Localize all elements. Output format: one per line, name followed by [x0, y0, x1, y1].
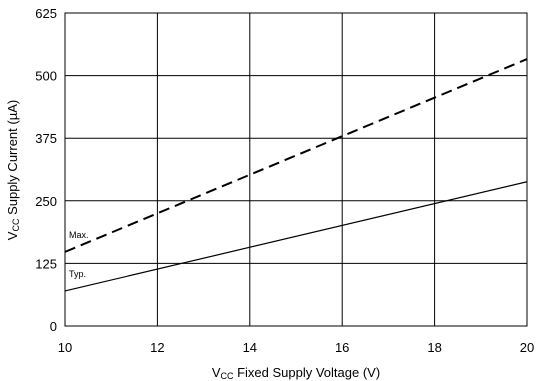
x-tick-label: 18	[427, 340, 441, 355]
x-tick-label: 10	[58, 340, 72, 355]
series-annotations: Max. Typ.	[69, 230, 89, 279]
series-annotation: Max.	[69, 230, 89, 240]
series-lines	[64, 58, 528, 292]
y-tick-label: 500	[35, 69, 57, 84]
series-annotation: Typ.	[69, 269, 86, 279]
x-axis-label: VCC Fixed Supply Voltage (V)	[212, 365, 380, 381]
y-tick-label: 375	[35, 131, 57, 146]
plot-area	[64, 12, 528, 327]
grid	[64, 12, 528, 327]
y-tick-label: 625	[35, 6, 57, 21]
series-line-max	[64, 58, 528, 253]
x-tick-labels: 10 12 14 16 18 20	[58, 340, 534, 355]
y-axis-label: VCC Supply Current (µA)	[5, 100, 21, 240]
y-tick-labels: 0 125 250 375 500 625	[35, 6, 57, 334]
y-tick-label: 0	[50, 319, 57, 334]
x-tick-label: 16	[335, 340, 349, 355]
y-tick-label: 125	[35, 256, 57, 271]
series-line-typ	[64, 181, 528, 292]
x-tick-label: 20	[520, 340, 534, 355]
x-tick-label: 14	[243, 340, 257, 355]
y-tick-label: 250	[35, 194, 57, 209]
x-tick-label: 12	[150, 340, 164, 355]
